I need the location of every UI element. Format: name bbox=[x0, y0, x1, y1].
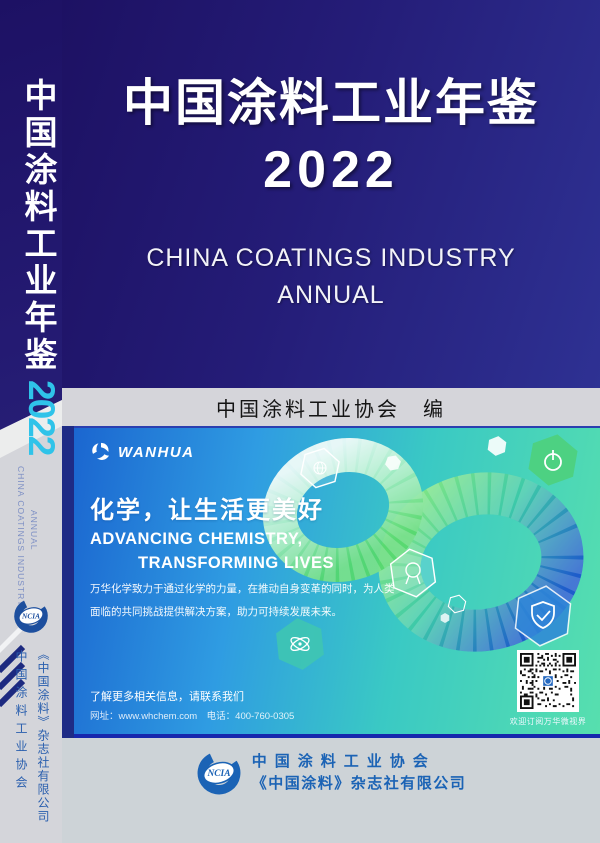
spine-publisher-names: 中国涂料工业协会 《中国涂料》杂志社有限公司 bbox=[13, 648, 52, 833]
small-hexagon bbox=[486, 434, 508, 458]
bottom-publisher-section: NCIA 中国涂料工业协会 《中国涂料》杂志社有限公司 bbox=[62, 738, 600, 843]
infinity-hexagon-graphic bbox=[262, 432, 598, 673]
publisher-names: 中国涂料工业协会 《中国涂料》杂志社有限公司 bbox=[252, 751, 467, 795]
ad-body-text: 万华化学致力于通过化学的力量，在推动自身变革的同时，为人类 面临的共同挑战提供解… bbox=[90, 578, 395, 624]
ad-contact-prompt: 了解更多相关信息，请联系我们 bbox=[90, 691, 244, 703]
publisher-block: NCIA 中国涂料工业协会 《中国涂料》杂志社有限公司 bbox=[196, 750, 467, 796]
publisher-association-name: 中国涂料工业协会 bbox=[251, 753, 436, 770]
hexagon-green bbox=[526, 432, 580, 490]
spine-english-subtitle: CHINA COATINGS INDUSTRY ANNUAL bbox=[16, 466, 39, 646]
badge-icon bbox=[405, 562, 421, 578]
cover-english-line2: ANNUAL bbox=[277, 281, 385, 309]
spine-english-line1: CHINA COATINGS INDUSTRY bbox=[16, 466, 26, 607]
svg-text:NCIA: NCIA bbox=[21, 611, 40, 620]
spine-association-name: 中国涂料工业协会 bbox=[14, 650, 28, 794]
svg-text:NCIA: NCIA bbox=[206, 769, 230, 779]
spine-english-line2: ANNUAL bbox=[29, 510, 39, 551]
cover-top-section: 中国涂料工业年鉴 2022 CHINA COATINGS INDUSTRY AN… bbox=[62, 0, 600, 388]
wanhua-brand: WANHUA bbox=[90, 441, 195, 463]
ncia-logo-icon: NCIA bbox=[197, 751, 241, 795]
ad-slogan-english-line1: ADVANCING CHEMISTRY, bbox=[90, 530, 303, 548]
ncia-logo-icon: NCIA bbox=[13, 598, 49, 639]
cover-english-subtitle: CHINA COATINGS INDUSTRY ANNUAL bbox=[62, 240, 600, 314]
cover-english-line1: CHINA COATINGS INDUSTRY bbox=[146, 244, 516, 272]
ad-body-line1: 万华化学致力于通过化学的力量，在推动自身变革的同时，为人类 bbox=[90, 583, 395, 595]
wanhua-brand-name: WANHUA bbox=[118, 443, 195, 461]
qr-caption: 欢迎订阅万华微视界 bbox=[509, 717, 587, 726]
qr-code bbox=[517, 650, 579, 712]
atom-icon bbox=[290, 637, 310, 651]
wanhua-logo-icon bbox=[92, 442, 109, 460]
ad-slogan-chinese: 化学，让生活更美好 bbox=[90, 497, 324, 524]
wanhua-ad-banner: WANHUA 化学，让生活更美好 ADVANCING CHEMISTRY, TR… bbox=[74, 426, 600, 738]
spine-magazine-company-name: 《中国涂料》杂志社有限公司 bbox=[36, 648, 50, 824]
spine-title: 中国涂料工业年鉴 bbox=[20, 78, 57, 374]
publisher-company-name: 《中国涂料》杂志社有限公司 bbox=[251, 775, 467, 792]
left-navy-strip bbox=[62, 426, 74, 738]
qr-code-block: 欢迎订阅万华微视界 bbox=[504, 650, 592, 727]
ad-slogan-english-line2: TRANSFORMING LIVES bbox=[138, 554, 335, 572]
cover-title: 中国涂料工业年鉴 bbox=[123, 75, 539, 131]
spine-navy-background bbox=[0, 0, 62, 430]
spine-year: 2022 bbox=[21, 380, 62, 455]
shield-check-icon bbox=[531, 601, 555, 629]
ad-contact-details: 网址：www.whchem.com 电话：400-760-0305 bbox=[90, 711, 295, 722]
book-spine: 中国涂料工业年鉴 2022 CHINA COATINGS INDUSTRY AN… bbox=[0, 0, 62, 843]
cover-year: 2022 bbox=[263, 141, 399, 199]
ad-body-line2: 面临的共同挑战提供解决方案，助力可持续发展未来。 bbox=[90, 606, 342, 618]
editor-line: 中国涂料工业协会 编 bbox=[216, 398, 446, 421]
editor-band: 中国涂料工业协会 编 bbox=[62, 388, 600, 426]
